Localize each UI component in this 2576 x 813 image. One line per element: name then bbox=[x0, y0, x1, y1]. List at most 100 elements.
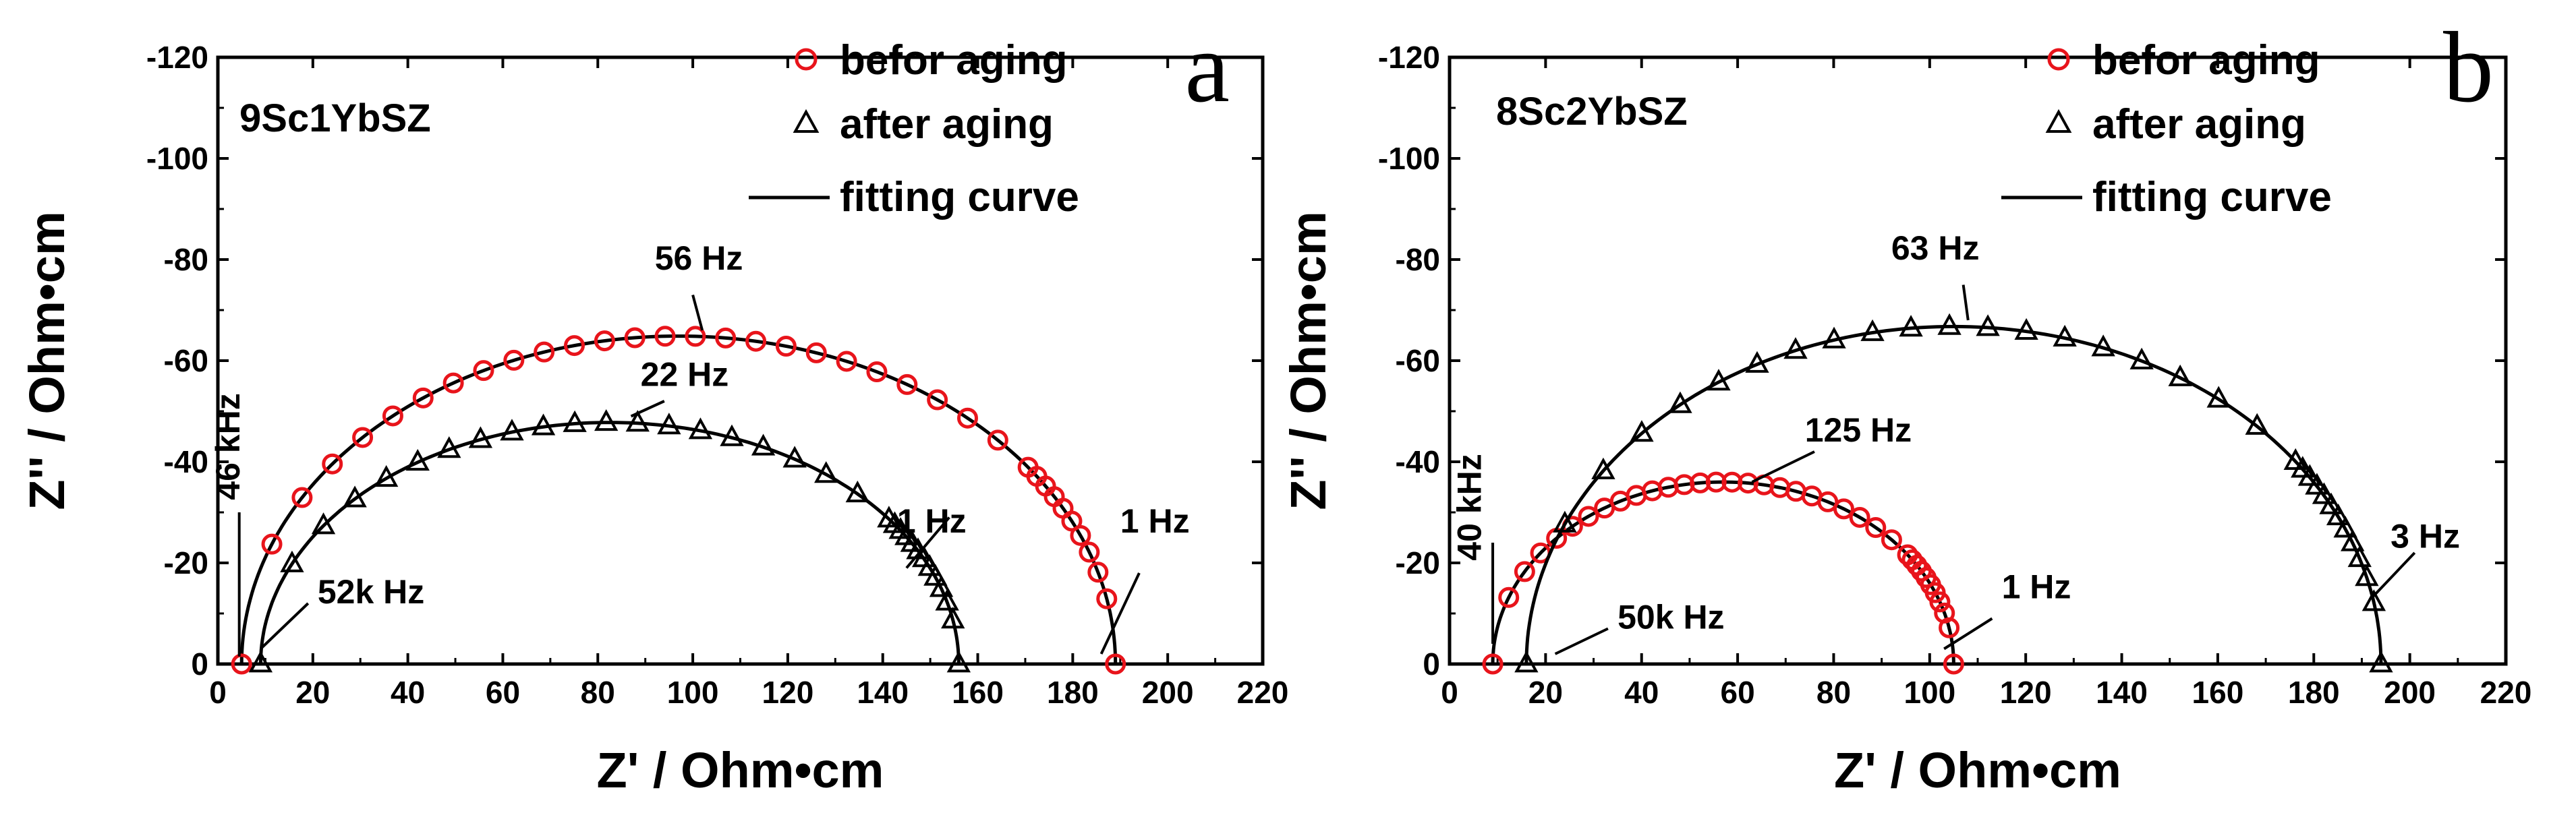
sample-name: 9Sc1YbSZ bbox=[239, 96, 431, 140]
point-before bbox=[927, 389, 948, 411]
panel-tag: a bbox=[1184, 11, 1230, 123]
y-tick-label: -60 bbox=[1396, 343, 1440, 378]
annotation-label: 46 kHz bbox=[209, 393, 247, 500]
x-tick-label: 20 bbox=[295, 675, 330, 710]
legend-after-label: after aging bbox=[2092, 101, 2306, 148]
point-before bbox=[1105, 653, 1126, 675]
point-before bbox=[1482, 653, 1504, 675]
x-tick-label: 100 bbox=[1904, 675, 1955, 710]
x-tick-label: 0 bbox=[209, 675, 227, 710]
point-after bbox=[2291, 456, 2315, 478]
annotation-leader bbox=[1554, 627, 1609, 655]
point-before bbox=[473, 360, 494, 382]
point-before bbox=[624, 327, 646, 349]
y-tick-label: -40 bbox=[164, 444, 208, 479]
point-before bbox=[1939, 617, 1960, 638]
fit-curve-before bbox=[1491, 480, 1955, 665]
point-after bbox=[2341, 529, 2365, 551]
x-tick-label: 100 bbox=[667, 675, 719, 710]
x-tick-label: 180 bbox=[2288, 675, 2340, 710]
point-before bbox=[1833, 498, 1854, 520]
x-tick-label: 80 bbox=[581, 675, 615, 710]
point-after bbox=[2319, 492, 2343, 514]
point-before bbox=[1578, 506, 1599, 527]
point-after bbox=[594, 409, 619, 431]
x-tick-label: 220 bbox=[2480, 675, 2532, 710]
y-tick-label: -100 bbox=[146, 141, 208, 176]
annotation-leader bbox=[1962, 284, 1970, 321]
point-before bbox=[685, 326, 706, 347]
annotation-label: 56 Hz bbox=[655, 239, 743, 277]
x-tick-label: 160 bbox=[2192, 675, 2244, 710]
point-after bbox=[720, 424, 744, 446]
x-tick-label: 120 bbox=[762, 675, 814, 710]
legend-fit-label: fitting curve bbox=[2092, 174, 2332, 220]
x-tick-label: 140 bbox=[857, 675, 909, 710]
y-tick-label: -120 bbox=[1378, 40, 1440, 75]
x-tick-label: 220 bbox=[1237, 675, 1289, 710]
y-tick-label: -120 bbox=[146, 40, 208, 75]
legend-before-label: befor aging bbox=[840, 37, 1068, 84]
point-after bbox=[2355, 564, 2379, 586]
point-after bbox=[531, 413, 556, 435]
annotation-leader bbox=[1099, 572, 1141, 655]
point-before bbox=[291, 487, 313, 508]
point-before bbox=[1849, 506, 1870, 528]
annotation-label: 63 Hz bbox=[1891, 229, 1980, 267]
panel-a: 0 20 40 60 80 100 120 140 160 180 200 220 0 -20 -40 -60… bbox=[19, 11, 1288, 798]
point-after bbox=[374, 464, 399, 487]
point-before bbox=[594, 330, 615, 352]
point-after bbox=[343, 485, 367, 508]
annotation-leader bbox=[1751, 450, 1815, 483]
plot-frame bbox=[1448, 55, 2508, 666]
point-after bbox=[468, 426, 493, 448]
point-after bbox=[311, 512, 336, 535]
annotation-label: 3 Hz bbox=[2391, 518, 2460, 555]
point-before bbox=[1881, 529, 1902, 551]
legend-before-marker bbox=[795, 48, 818, 71]
annotation-label: 1 Hz bbox=[897, 502, 967, 540]
sample-name: 8Sc2YbSZ bbox=[1496, 90, 1688, 133]
point-after bbox=[280, 550, 304, 572]
y-axis-title: Z'' / Ohm•cm bbox=[19, 211, 75, 510]
point-before bbox=[1498, 586, 1520, 608]
point-after bbox=[563, 410, 587, 432]
annotation-label: 50k Hz bbox=[1618, 599, 1724, 636]
fit-curve-after bbox=[258, 421, 961, 665]
point-before bbox=[1943, 653, 1964, 675]
point-after bbox=[917, 554, 942, 576]
point-before bbox=[1087, 562, 1109, 583]
point-after bbox=[2091, 334, 2115, 357]
y-tick-label: -60 bbox=[164, 343, 208, 378]
x-tick-label: 120 bbox=[2000, 675, 2052, 710]
annotation-label: 125 Hz bbox=[1805, 411, 1912, 449]
point-after bbox=[2369, 651, 2393, 673]
point-after bbox=[1668, 391, 1692, 413]
point-after bbox=[1514, 651, 1539, 673]
annotation-label: 22 Hz bbox=[641, 356, 729, 394]
point-before bbox=[715, 327, 737, 349]
annotation-leader bbox=[2370, 551, 2416, 599]
point-before bbox=[745, 330, 767, 352]
point-after bbox=[2333, 516, 2357, 538]
point-after bbox=[2305, 473, 2329, 495]
x-tick-label: 40 bbox=[1624, 675, 1659, 710]
point-after bbox=[1707, 369, 1731, 391]
point-before bbox=[1096, 588, 1118, 609]
y-axis-title: Z'' / Ohm•cm bbox=[1280, 211, 1336, 510]
point-after bbox=[845, 480, 869, 503]
point-before bbox=[382, 405, 403, 427]
x-tick-label: 200 bbox=[2384, 675, 2436, 710]
annotation-label: 1 Hz bbox=[1120, 502, 1190, 540]
point-after bbox=[2053, 324, 2077, 347]
point-after bbox=[657, 413, 681, 435]
point-before bbox=[956, 407, 978, 429]
point-before bbox=[896, 373, 918, 395]
x-tick-label: 80 bbox=[1816, 675, 1851, 710]
point-after bbox=[1860, 319, 1885, 341]
y-tick-label: 0 bbox=[1423, 646, 1440, 682]
annotation-leader bbox=[259, 602, 310, 650]
point-after bbox=[2297, 464, 2322, 486]
point-after bbox=[929, 575, 954, 597]
